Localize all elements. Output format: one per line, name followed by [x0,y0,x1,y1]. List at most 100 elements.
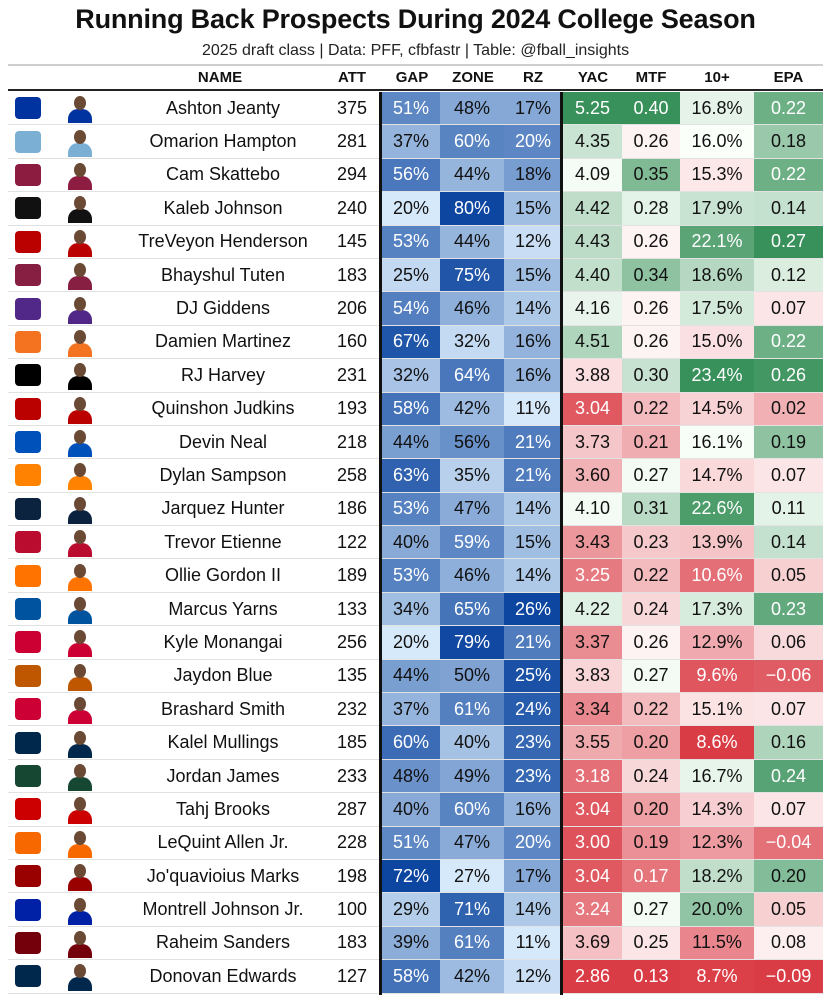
table-row: Jo'quavioius Marks 198 72% 27% 17% 3.04 0.17 18… [8,859,823,894]
epa-value: 0.11 [754,492,823,526]
player-name: Ashton Jeanty [165,97,281,118]
att-value: 189 [336,565,368,586]
epa-value: 0.23 [754,592,823,626]
south-carolina-logo-icon [15,931,41,954]
rz-value: 11% [504,926,562,960]
table-row: Jordan James 233 48% 49% 23% 3.18 0.24 16.7% 0.2… [8,759,823,794]
mtf-value: 0.23 [622,526,680,559]
rz-value: 26% [504,592,562,626]
att-value: 183 [336,932,368,953]
ten-value: 17.9% [680,192,754,225]
player-name: Raheim Sanders [155,932,291,953]
smu-logo-icon [15,698,41,721]
att-value: 294 [336,164,368,185]
yac-value: 3.04 [563,793,622,826]
team-logo-cell [8,626,48,658]
rz-value: 12% [504,960,562,993]
att-value: 127 [336,965,368,986]
divider-right [560,92,563,995]
column-header-10plus: 10+ [704,69,730,86]
rz-value: 15% [504,526,562,559]
yac-value: 3.69 [563,926,622,960]
ten-value: 18.2% [680,859,754,893]
zone-value: 71% [440,893,504,926]
table-row: Brashard Smith 232 37% 61% 24% 3.34 0.22 15.1% 0… [8,693,823,727]
player-photo-cell [60,259,100,291]
yac-value: 4.42 [563,192,622,225]
player-headshot-icon [65,294,95,324]
att-value: 100 [336,899,368,920]
player-photo-cell [60,426,100,458]
player-headshot-icon [65,627,95,658]
player-photo-cell [60,626,100,658]
player-photo-cell [60,860,100,892]
ten-value: 18.6% [680,258,754,292]
ten-value: 15.0% [680,325,754,359]
team-logo-cell [8,960,48,992]
gap-value: 63% [382,459,440,492]
virginia-tech-logo-icon [15,264,41,287]
epa-value: 0.19 [754,425,823,459]
table-row: DJ Giddens 206 54% 46% 14% 4.16 0.26 17.5% 0.07 [8,292,823,326]
gap-value: 51% [382,826,440,859]
oklahoma-state-logo-icon [15,564,41,587]
mtf-value: 0.26 [622,225,680,258]
mtf-value: 0.26 [622,292,680,325]
gap-value: 40% [382,793,440,826]
rz-value: 14% [504,893,562,926]
yac-value: 4.09 [563,158,622,192]
player-headshot-icon [65,160,95,190]
yac-value: 2.86 [563,960,622,993]
usc-logo-icon [15,865,41,888]
player-photo-cell [60,593,100,625]
att-value: 183 [336,264,368,285]
iowa-logo-icon [15,197,41,220]
rz-value: 16% [504,793,562,826]
syracuse-logo-icon [15,831,41,854]
yac-value: 3.55 [563,726,622,759]
ten-value: 15.3% [680,158,754,192]
oregon-logo-icon [15,765,41,787]
ten-value: 16.8% [680,92,754,125]
mtf-value: 0.27 [622,459,680,492]
mtf-value: 0.20 [622,726,680,759]
rz-value: 15% [504,192,562,225]
rz-value: 21% [504,425,562,459]
epa-value: 0.20 [754,859,823,893]
ucf-logo-icon [15,364,41,387]
zone-value: 44% [440,225,504,258]
rz-value: 17% [504,859,562,893]
yac-value: 3.25 [563,559,622,592]
player-headshot-icon [65,93,95,124]
team-logo-cell [8,660,48,692]
gap-value: 58% [382,960,440,993]
table-row: Ashton Jeanty 375 51% 48% 17% 5.25 0.40 16.8% 0.… [8,92,823,126]
zone-value: 42% [440,392,504,425]
mtf-value: 0.34 [622,258,680,292]
att-value: 233 [336,765,368,786]
ten-value: 8.7% [680,960,754,993]
att-value: 133 [336,598,368,619]
att-value: 228 [336,832,368,853]
mtf-value: 0.22 [622,392,680,425]
column-header-mtf: MTF [635,69,667,86]
team-logo-cell [8,192,48,224]
column-header-yac: YAC [577,69,609,86]
yac-value: 4.51 [563,325,622,359]
rz-value: 12% [504,225,562,258]
player-name: Kalel Mullings [167,732,279,753]
yac-value: 4.22 [563,592,622,626]
player-photo-cell [60,559,100,591]
player-name: Montrell Johnson Jr. [142,899,304,920]
table-row: LeQuint Allen Jr. 228 51% 47% 20% 3.00 0.19 12.… [8,826,823,860]
table-body: Ashton Jeanty 375 51% 48% 17% 5.25 0.40 16.8% 0.… [8,92,823,994]
table-row: Quinshon Judkins 193 58% 42% 11% 3.04 0.22 14.5… [8,392,823,426]
rz-value: 14% [504,292,562,325]
rz-value: 21% [504,626,562,659]
player-photo-cell [60,660,100,692]
zone-value: 60% [440,125,504,158]
rz-value: 17% [504,92,562,125]
gap-value: 32% [382,359,440,392]
player-name: Tahj Brooks [175,798,271,819]
georgia-logo-icon [15,531,41,554]
